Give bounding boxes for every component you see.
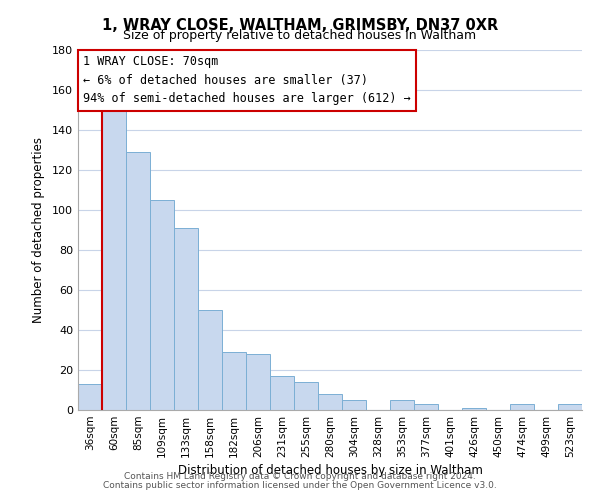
Bar [342, 400, 366, 410]
Bar [126, 152, 150, 410]
Text: Contains public sector information licensed under the Open Government Licence v3: Contains public sector information licen… [103, 481, 497, 490]
Bar [510, 404, 534, 410]
Bar [78, 384, 102, 410]
Bar [318, 394, 342, 410]
Text: Size of property relative to detached houses in Waltham: Size of property relative to detached ho… [124, 29, 476, 42]
Text: 1, WRAY CLOSE, WALTHAM, GRIMSBY, DN37 0XR: 1, WRAY CLOSE, WALTHAM, GRIMSBY, DN37 0X… [102, 18, 498, 32]
Bar [558, 404, 582, 410]
Text: 1 WRAY CLOSE: 70sqm
← 6% of detached houses are smaller (37)
94% of semi-detache: 1 WRAY CLOSE: 70sqm ← 6% of detached hou… [83, 56, 411, 106]
Bar [174, 228, 198, 410]
Bar [414, 404, 438, 410]
Bar [102, 110, 126, 410]
X-axis label: Distribution of detached houses by size in Waltham: Distribution of detached houses by size … [178, 464, 482, 477]
Bar [246, 354, 270, 410]
Text: Contains HM Land Registry data © Crown copyright and database right 2024.: Contains HM Land Registry data © Crown c… [124, 472, 476, 481]
Bar [390, 400, 414, 410]
Bar [198, 310, 222, 410]
Bar [150, 200, 174, 410]
Bar [270, 376, 294, 410]
Bar [462, 408, 486, 410]
Bar [222, 352, 246, 410]
Bar [294, 382, 318, 410]
Y-axis label: Number of detached properties: Number of detached properties [32, 137, 45, 323]
